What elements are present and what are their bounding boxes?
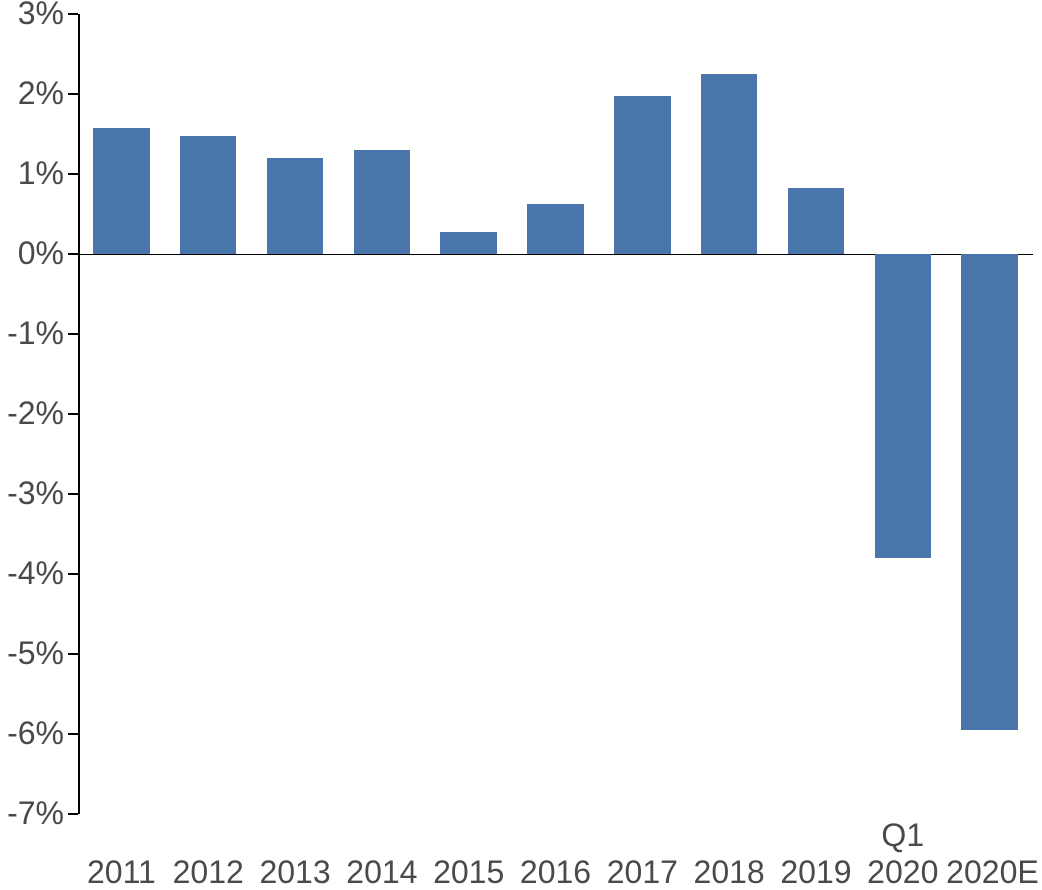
bar: [961, 254, 1017, 730]
y-tick: [68, 573, 78, 575]
y-axis-label: -5%: [7, 635, 64, 672]
y-axis-label: 1%: [18, 155, 64, 192]
bar: [440, 232, 496, 254]
x-axis-label: 2012: [165, 817, 252, 890]
bar: [180, 136, 236, 254]
y-tick: [68, 13, 78, 15]
x-axis-label: 2017: [599, 817, 686, 890]
y-tick: [68, 93, 78, 95]
bar: [354, 150, 410, 254]
x-axis-label-line2: 2014: [338, 854, 425, 890]
x-axis-label-line2: 2020E: [946, 854, 1033, 890]
y-axis-label: -4%: [7, 555, 64, 592]
y-axis-label: -2%: [7, 395, 64, 432]
x-axis-label: 2018: [686, 817, 773, 890]
y-tick: [68, 493, 78, 495]
bar: [788, 188, 844, 254]
y-axis-label: 0%: [18, 235, 64, 272]
y-axis-label: -6%: [7, 715, 64, 752]
y-tick: [68, 333, 78, 335]
x-axis-label: 2013: [252, 817, 339, 890]
x-axis-label-line2: 2020: [859, 854, 946, 890]
x-axis-label-line2: 2011: [78, 854, 165, 890]
y-tick: [68, 653, 78, 655]
x-axis-label: 2015: [425, 817, 512, 890]
y-tick: [68, 173, 78, 175]
x-axis-label: 2014: [338, 817, 425, 890]
y-axis-label: 2%: [18, 75, 64, 112]
x-axis-label-line2: 2013: [252, 854, 339, 890]
y-axis-line: [78, 14, 80, 814]
x-axis-label-line2: 2018: [686, 854, 773, 890]
x-axis-label-line2: 2017: [599, 854, 686, 890]
x-axis-label-line2: 2012: [165, 854, 252, 890]
x-axis-label: 2016: [512, 817, 599, 890]
y-tick: [68, 413, 78, 415]
y-tick: [68, 253, 78, 255]
y-tick: [68, 813, 78, 815]
x-axis-label: 2020E: [946, 817, 1033, 890]
y-axis-label: -3%: [7, 475, 64, 512]
x-axis-label-line2: 2019: [773, 854, 860, 890]
bar: [93, 128, 149, 254]
bar: [614, 96, 670, 254]
x-axis-label-line2: 2016: [512, 854, 599, 890]
bar-chart: 3%2%1%0%-1%-2%-3%-4%-5%-6%-7% 2011 2012 …: [0, 0, 1042, 890]
bar: [701, 74, 757, 254]
plot-area: [78, 14, 1033, 814]
bar: [267, 158, 323, 254]
y-axis-label: -1%: [7, 315, 64, 352]
y-axis-label: 3%: [18, 0, 64, 32]
bar: [527, 204, 583, 254]
x-axis-label-line1: Q1: [859, 817, 946, 854]
x-axis-label: 2011: [78, 817, 165, 890]
bar: [875, 254, 931, 558]
y-axis-label: -7%: [7, 795, 64, 832]
x-axis-label-line2: 2015: [425, 854, 512, 890]
x-axis-label: Q12020: [859, 817, 946, 890]
y-tick: [68, 733, 78, 735]
x-axis-label: 2019: [773, 817, 860, 890]
